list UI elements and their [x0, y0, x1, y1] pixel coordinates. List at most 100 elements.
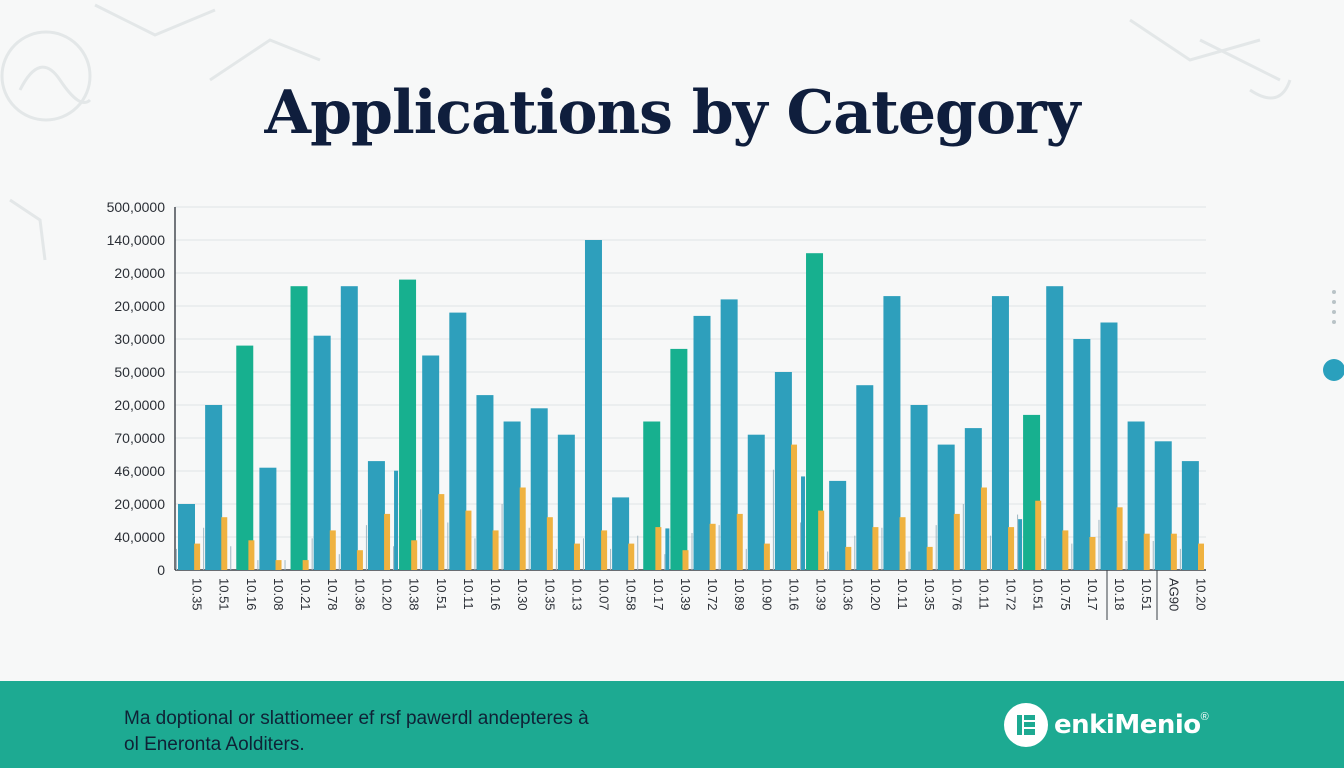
bar-blue-thin	[665, 528, 670, 570]
bar-gold	[411, 540, 418, 570]
x-tick-label: 10.39	[814, 578, 829, 611]
x-tick-label: 10.90	[759, 578, 774, 611]
x-tick-label: 10.75	[1058, 578, 1073, 611]
x-tick-label: 10.38	[407, 578, 422, 611]
x-tick-label: 10.08	[271, 578, 286, 611]
bar-gold	[763, 543, 770, 570]
bar-gold	[329, 530, 336, 570]
x-tick-label: 10.17	[651, 578, 666, 611]
bar-blue	[720, 299, 738, 570]
x-tick-label: 10.51	[217, 578, 232, 611]
bar-blue	[991, 296, 1009, 570]
x-tick-label: 10.51	[1031, 578, 1046, 611]
x-tick-label: 10.20	[1193, 578, 1208, 611]
footer-text: Ma doptional or slattiomeer ef rsf pawer…	[124, 706, 644, 758]
x-tick-label: 10.39	[678, 578, 693, 611]
scroll-rail	[1332, 290, 1336, 324]
brand-trademark: ®	[1200, 711, 1209, 723]
bar-gold	[1089, 537, 1096, 570]
bar-gold	[302, 560, 309, 570]
x-tick-label: 10.11	[976, 578, 991, 610]
x-tick-label: 10.07	[597, 578, 612, 611]
footer-text-line-2: ol Eneronta Aolditers.	[124, 734, 305, 755]
footer-banner	[0, 681, 1344, 768]
bar-gold	[248, 540, 255, 570]
bar-blue	[1100, 322, 1118, 570]
bar-gold	[818, 510, 825, 570]
bar-gold	[980, 487, 987, 570]
x-tick-label: 10.11	[895, 578, 910, 610]
x-tick-label: 10.72	[705, 578, 720, 611]
x-tick-label: AG90	[1166, 578, 1181, 611]
bar-blue	[964, 428, 982, 570]
bar-gold	[872, 527, 879, 570]
x-tick-label: 10.16	[244, 578, 259, 611]
bar-blue	[829, 480, 847, 570]
x-tick-label: 10.16	[488, 578, 503, 611]
bar-blue-thin	[1018, 519, 1023, 570]
background-doodles	[0, 3, 1292, 261]
bar-blue	[693, 315, 711, 570]
bar-blue	[612, 497, 630, 570]
bar-blue	[205, 405, 223, 570]
x-tick-label: 10.35	[922, 578, 937, 611]
bar-blue	[340, 286, 358, 570]
bar-gold	[275, 560, 282, 570]
y-tick-label: 20,0000	[114, 496, 165, 512]
bar-blue	[883, 296, 901, 570]
bar-blue	[1154, 441, 1172, 570]
x-tick-label: 10.58	[624, 578, 639, 611]
bar-gold	[1170, 533, 1177, 570]
bar-gold	[1116, 507, 1123, 570]
bar-blue	[503, 421, 521, 570]
x-tick-label: 10.13	[569, 578, 584, 611]
brand[interactable]: enkiMenio ®	[1004, 702, 1209, 748]
scroll-indicator[interactable]	[1323, 359, 1344, 381]
x-tick-label: 10.35	[190, 578, 205, 611]
bar-gold	[573, 543, 580, 570]
x-tick-label: 10.36	[352, 578, 367, 611]
bar-blue	[313, 335, 331, 570]
bar-blue	[584, 240, 602, 570]
brand-logo-icon	[1004, 703, 1048, 747]
x-tick-label: 10.18	[1112, 578, 1127, 611]
bar-green	[806, 253, 824, 570]
y-tick-label: 0	[157, 562, 165, 578]
bar-blue	[557, 434, 575, 570]
y-tick-label: 500,0000	[107, 199, 166, 215]
bar-blue	[259, 467, 277, 570]
bar-gold	[1008, 527, 1015, 570]
y-tick-label: 30,0000	[114, 331, 165, 347]
y-tick-label: 46,0000	[114, 463, 165, 479]
y-tick-label: 20,0000	[114, 265, 165, 281]
bar-gold	[1035, 500, 1042, 570]
bar-gold	[221, 517, 228, 570]
bar-blue-thin	[394, 470, 399, 570]
bar-blue	[856, 385, 874, 570]
x-tick-label: 10.20	[868, 578, 883, 611]
bar-blue	[367, 461, 385, 570]
y-tick-label: 140,0000	[107, 232, 166, 248]
bar-chart: 0 40,0000 20,0000 46,0000 70,0000 20,0000 50,0…	[107, 199, 1208, 620]
bar-blue	[910, 405, 928, 570]
y-tick-label: 20,0000	[114, 397, 165, 413]
bar-gold	[628, 543, 635, 570]
bar-blue	[476, 395, 494, 570]
chart-title: Applications by Category	[264, 78, 1081, 148]
x-tick-label: 10.78	[325, 578, 340, 611]
y-tick-label: 50,0000	[114, 364, 165, 380]
x-tick-label: 10.89	[732, 578, 747, 611]
bar-blue	[178, 504, 195, 570]
x-tick-label: 10.36	[841, 578, 856, 611]
bar-green	[290, 286, 308, 570]
bar-blue	[422, 355, 440, 570]
bar-blue	[1181, 461, 1199, 570]
x-tick-label: 10.51	[434, 578, 449, 611]
bar-green	[399, 279, 417, 570]
bar-blue	[530, 408, 548, 570]
bar-gold	[356, 550, 363, 570]
bar-gold	[1062, 530, 1069, 570]
bar-gold	[519, 487, 526, 570]
x-tick-label: 10.35	[542, 578, 557, 611]
y-tick-label: 70,0000	[114, 430, 165, 446]
